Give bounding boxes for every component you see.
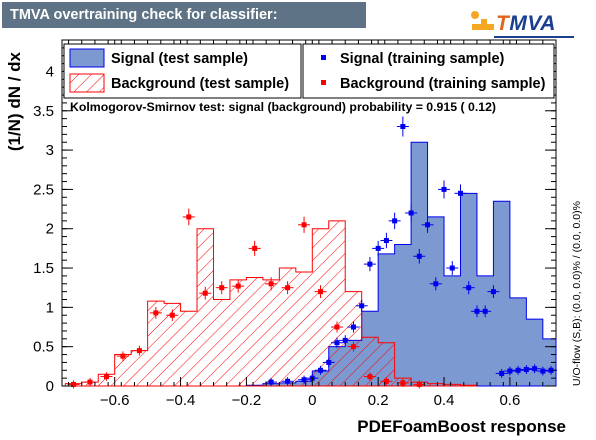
y-tick-label: 4 xyxy=(46,63,54,80)
signal-training-point xyxy=(474,308,480,314)
x-tick-label: 0.6 xyxy=(499,392,520,409)
signal-training-point xyxy=(301,377,307,383)
signal-training-point xyxy=(449,265,455,271)
legend-background-training-marker xyxy=(321,80,326,85)
background-training-point xyxy=(153,310,159,316)
x-tick-label: 0.4 xyxy=(434,392,455,409)
legend-background-training-label: Background (training sample) xyxy=(340,76,546,92)
background-training-point xyxy=(202,290,208,296)
legend-training-box xyxy=(302,43,555,99)
signal-training-point xyxy=(334,340,340,346)
y-tick-label: 0.5 xyxy=(33,339,54,356)
signal-training-point xyxy=(499,370,505,376)
background-training-point xyxy=(235,283,241,289)
background-training-point xyxy=(383,378,389,384)
signal-training-point xyxy=(326,359,332,365)
background-training-point xyxy=(120,353,126,359)
signal-training-point xyxy=(433,281,439,287)
signal-training-point xyxy=(285,378,291,384)
window-title: TMVA overtraining check for classifier: … xyxy=(2,2,366,49)
x-axis-label: PDEFoamBoost response xyxy=(357,417,566,436)
signal-training-point xyxy=(482,308,488,314)
background-training-point xyxy=(87,379,93,385)
background-training-point xyxy=(136,348,142,354)
background-training-point xyxy=(268,281,274,287)
signal-training-point xyxy=(268,379,274,385)
legend-background-test-label: Background (test sample) xyxy=(111,76,289,92)
y-axis-label: (1/N) dN / dx xyxy=(5,51,24,151)
signal-training-point xyxy=(540,368,546,374)
signal-training-point xyxy=(400,124,406,129)
tmva-logo-text: TMVA xyxy=(496,12,556,35)
background-training-point xyxy=(285,285,291,291)
y-tick-label: 3.5 xyxy=(33,103,54,120)
legend-signal-training-label: Signal (training sample) xyxy=(340,51,505,67)
background-training-point xyxy=(318,289,324,295)
background-training-point xyxy=(416,381,422,387)
y-tick-label: 0 xyxy=(46,378,54,395)
signal-training-point xyxy=(425,222,431,228)
tmva-logo-underline xyxy=(494,36,574,38)
x-tick-label: −0.6 xyxy=(100,392,130,409)
background-training-point xyxy=(350,344,356,350)
signal-training-point xyxy=(416,253,422,259)
legend-signal-test-label: Signal (test sample) xyxy=(111,51,248,67)
background-test-histogram xyxy=(64,220,478,387)
overflow-label: U/O-flow (S,B): (0.0, 0.0)% / (0.0, 0.0)… xyxy=(571,201,583,386)
background-training-point xyxy=(169,312,175,318)
y-tick-label: 3 xyxy=(46,142,54,159)
background-training-point xyxy=(252,245,258,251)
signal-training-point xyxy=(515,367,521,373)
y-tick-label: 1.5 xyxy=(33,260,54,277)
signal-training-point xyxy=(342,337,348,343)
signal-training-point xyxy=(457,190,463,196)
background-training-point xyxy=(186,214,192,220)
ks-test-annotation: Kolmogorov-Smirnov test: signal (backgro… xyxy=(70,100,496,114)
signal-training-point xyxy=(383,238,389,244)
background-training-point xyxy=(301,222,307,228)
background-training-point xyxy=(367,374,373,380)
legend-signal-test-swatch xyxy=(69,48,105,68)
y-tick-label: 2 xyxy=(46,221,54,238)
x-tick-label: 0.2 xyxy=(368,392,389,409)
x-tick-label: 0 xyxy=(308,392,316,409)
signal-training-point xyxy=(375,245,381,251)
x-tick-label: −0.4 xyxy=(166,392,196,409)
x-tick-label: −0.2 xyxy=(232,392,262,409)
signal-training-point xyxy=(350,324,356,330)
tmva-logo: TMVA xyxy=(470,8,590,40)
signal-training-point xyxy=(523,366,529,372)
signal-training-point xyxy=(490,289,496,295)
y-tick-label: 1 xyxy=(46,299,54,316)
signal-training-point xyxy=(318,367,324,373)
background-training-point xyxy=(71,381,77,387)
background-training-point xyxy=(103,374,109,380)
signal-training-point xyxy=(466,285,472,291)
background-training-point xyxy=(334,324,340,330)
signal-training-point xyxy=(367,261,373,267)
signal-training-point xyxy=(441,186,447,192)
signal-training-point xyxy=(359,303,365,309)
signal-training-point xyxy=(392,218,398,224)
signal-training-point xyxy=(408,210,414,216)
legend-signal-training-marker xyxy=(321,55,326,60)
signal-training-point xyxy=(532,366,538,372)
background-training-point xyxy=(219,285,225,291)
signal-training-point xyxy=(507,368,513,374)
background-training-point xyxy=(400,380,406,386)
tmva-logo-icon xyxy=(471,11,494,30)
y-tick-label: 2.5 xyxy=(33,181,54,198)
legend-background-test-swatch xyxy=(69,73,105,93)
